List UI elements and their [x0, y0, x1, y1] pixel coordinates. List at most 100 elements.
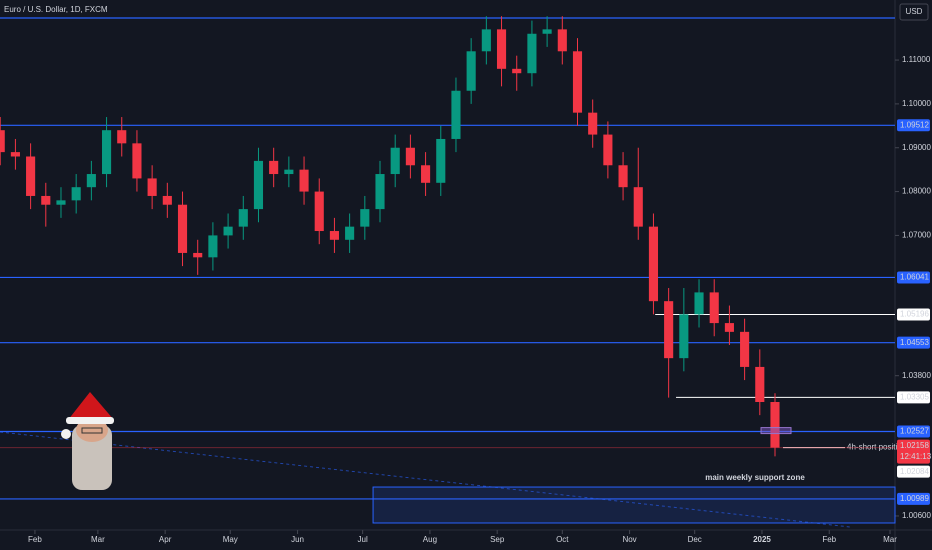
x-tick-label: Feb	[28, 535, 42, 544]
candle-body	[390, 147, 400, 175]
level-tag-label: 1.00989	[900, 494, 929, 503]
x-tick-label: Mar	[91, 535, 105, 544]
candle-body	[284, 169, 294, 175]
candle-body	[208, 235, 218, 258]
bid-price-tag	[897, 465, 930, 478]
candle-body	[709, 292, 719, 324]
candle-body	[299, 169, 309, 192]
candle-body	[436, 138, 446, 183]
level-tag-label: 1.06041	[900, 273, 929, 282]
level-tag	[897, 425, 930, 438]
x-tick-label: Apr	[159, 535, 172, 544]
candle-body	[71, 187, 81, 201]
level-tag	[897, 271, 930, 284]
x-tick-label: Oct	[556, 535, 569, 544]
level-tag-label: 1.09512	[900, 120, 929, 129]
candle-body	[740, 331, 750, 367]
candle-body	[481, 29, 491, 52]
candle-body	[117, 130, 127, 144]
y-tick-label: 1.07000	[902, 231, 931, 240]
x-tick-label: Feb	[822, 535, 836, 544]
x-tick-label: Sep	[490, 535, 505, 544]
currency-box[interactable]	[899, 3, 929, 21]
candle-body	[10, 152, 20, 157]
candle-body	[588, 112, 598, 135]
candle-body	[633, 187, 643, 227]
candle-body	[41, 195, 51, 205]
candle-body	[557, 29, 567, 52]
candle-body	[56, 200, 66, 205]
candle-body	[451, 90, 461, 139]
candle-body	[648, 226, 659, 302]
candle-body	[360, 209, 370, 227]
candle-body	[405, 147, 415, 166]
candle-body	[26, 156, 36, 196]
x-tick-label: May	[223, 535, 238, 544]
candle-body	[147, 178, 157, 196]
x-tick-label: Nov	[622, 535, 636, 544]
support-zone	[372, 486, 896, 524]
candle-body	[664, 301, 674, 359]
candle-body	[223, 226, 233, 236]
position-box	[760, 427, 792, 435]
candle-body	[177, 204, 188, 253]
trend-line	[0, 431, 851, 528]
candle-body	[466, 51, 476, 91]
last-price-label: 1.02158	[900, 441, 929, 450]
candle-body	[770, 401, 780, 448]
level-tag-label: 1.02527	[900, 427, 929, 436]
candle-body	[0, 130, 5, 153]
y-tick-label: 1.00600	[902, 511, 931, 520]
x-tick-label: Aug	[423, 535, 437, 544]
candle-body	[269, 160, 279, 175]
y-tick-label: 1.10000	[902, 99, 931, 108]
candle-body	[755, 366, 765, 402]
y-tick-label: 1.08000	[902, 187, 931, 196]
y-tick-label: 1.09000	[902, 143, 931, 152]
level-tag-label: 1.04553	[900, 338, 929, 347]
candle-body	[603, 134, 613, 166]
candle-body	[679, 314, 689, 359]
x-tick-label: 2025	[753, 535, 771, 544]
marked-level-tag	[897, 391, 930, 404]
position-label: 4h-short position	[847, 443, 906, 452]
countdown: 12:41:13	[900, 452, 932, 461]
candle-body	[238, 209, 248, 227]
marked-level-tag-label: 1.05196	[900, 310, 929, 319]
candle-body	[618, 165, 628, 188]
avatar	[61, 392, 114, 490]
level-tag	[897, 119, 930, 132]
candle-body	[724, 323, 734, 332]
candle-body	[375, 174, 385, 210]
x-tick-label: Mar	[883, 535, 897, 544]
marked-level-tag	[897, 308, 930, 321]
last-price-tag	[897, 439, 930, 464]
candle-body	[102, 130, 112, 175]
candle-body	[314, 191, 324, 232]
currency[interactable]: USD	[906, 7, 923, 16]
bid-price-label: 1.02084	[900, 467, 929, 476]
candle-body	[512, 68, 522, 74]
candle-body	[193, 252, 203, 258]
candle-body	[132, 143, 142, 179]
level-tag	[897, 492, 930, 505]
support-zone-label: main weekly support zone	[705, 473, 805, 482]
y-tick-label: 1.03800	[902, 371, 931, 380]
candle-body	[253, 160, 264, 210]
candle-body	[329, 231, 339, 240]
candle-body	[527, 33, 537, 74]
candle-body	[86, 174, 96, 188]
candle-body	[421, 165, 431, 183]
chart-title: Euro / U.S. Dollar, 1D, FXCM	[4, 5, 108, 14]
marked-level-tag-label: 1.03305	[900, 392, 929, 401]
x-tick-label: Jun	[291, 535, 304, 544]
candle-body	[496, 29, 507, 69]
candle-body	[345, 226, 355, 240]
candle-body	[572, 51, 583, 113]
candle-body	[542, 29, 552, 34]
level-tag	[897, 336, 930, 349]
candle-body	[694, 292, 704, 315]
candle-body	[162, 195, 172, 205]
